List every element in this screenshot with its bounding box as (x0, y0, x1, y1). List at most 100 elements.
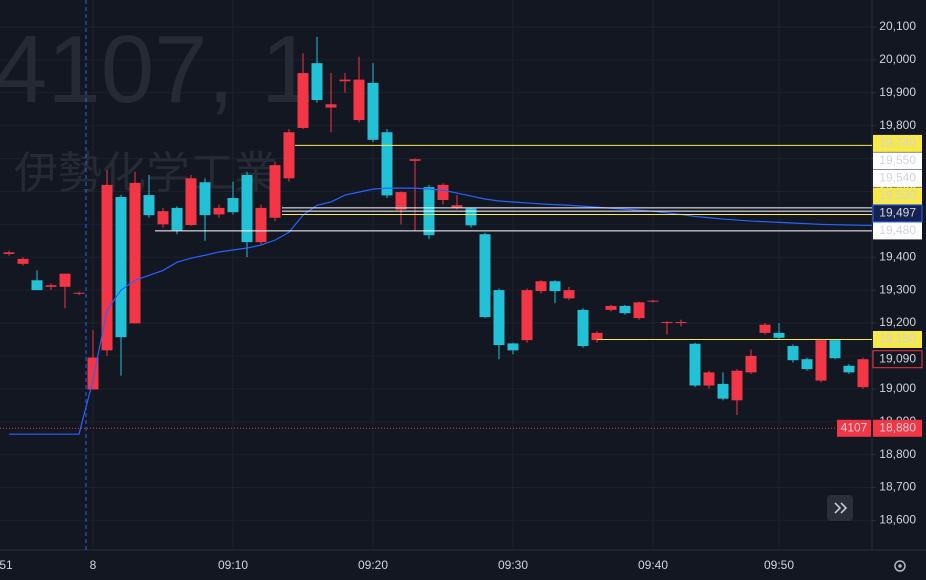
price-label-box (873, 134, 922, 152)
vwap-line (9, 187, 864, 435)
candle-body (269, 165, 281, 218)
candle-body (507, 343, 519, 351)
candle-body (255, 207, 267, 243)
x-tick-label: 09:40 (638, 558, 668, 572)
candle-body (101, 184, 113, 351)
candle-body (129, 182, 141, 324)
price-label-box (872, 350, 923, 369)
candle-body (227, 198, 239, 213)
price-line-label: 19,740 (879, 136, 916, 150)
candle-body (339, 79, 351, 82)
candle-body (577, 309, 589, 347)
candle-body (213, 207, 225, 215)
y-tick-label: 18,600 (879, 513, 916, 527)
candle-body (787, 346, 799, 361)
x-tick-label: 51 (0, 558, 13, 572)
candle-body (185, 178, 197, 225)
price-label-box (873, 152, 922, 170)
y-tick-label: 19,800 (879, 118, 916, 132)
candle-body (87, 357, 99, 390)
candle-body (633, 302, 645, 319)
candle-body (199, 182, 211, 216)
candle-body (731, 370, 743, 401)
grid (0, 0, 872, 550)
candle-body (815, 340, 827, 381)
alert-label: 18,880 (879, 420, 916, 434)
y-tick-label: 19,300 (879, 282, 916, 296)
candle-body (549, 281, 561, 292)
y-tick-label: 19,200 (879, 315, 916, 329)
settings-button[interactable] (894, 560, 906, 572)
candle-body (535, 281, 547, 292)
candle-body (3, 252, 15, 254)
watermark-symbol: 4107, 1 (0, 16, 314, 123)
x-tick-label: 09:50 (764, 558, 794, 572)
candle-body (759, 324, 771, 333)
vwap-label: 19,497 (879, 206, 916, 220)
x-tick-label: 09:30 (498, 558, 528, 572)
x-tick-label: 09:20 (358, 558, 388, 572)
price-line-label: 19,550 (879, 153, 916, 167)
candle-body (297, 73, 309, 128)
candle-body (675, 322, 687, 324)
price-line-label: 19,530 (879, 188, 916, 202)
candle-body (353, 79, 365, 121)
candle-body (563, 290, 575, 299)
candle-body (241, 175, 253, 243)
candle-body (829, 340, 841, 359)
candle-body (857, 359, 869, 388)
last-price-label: 19,090 (879, 351, 916, 365)
candle-body (17, 258, 29, 264)
candle-body (591, 332, 603, 341)
y-tick-label: 20,100 (879, 19, 916, 33)
candle-body (31, 280, 43, 291)
candle-body (395, 192, 407, 210)
y-tick-label: 20,000 (879, 52, 916, 66)
candle-body (605, 305, 617, 310)
candle-body (521, 290, 533, 341)
price-label-box (872, 204, 923, 223)
price-line-label: 19,480 (879, 223, 916, 237)
candle-body (157, 211, 169, 225)
watermark-name: 伊勢化学工業 (14, 148, 278, 199)
price-label-box (873, 419, 922, 437)
candle-body (311, 63, 323, 100)
candle-body (493, 290, 505, 346)
candle-body (773, 332, 785, 338)
candle-body (437, 184, 449, 200)
price-label-box (873, 330, 922, 348)
candle-body (451, 205, 463, 208)
candle-body (325, 104, 337, 108)
candle-body (367, 82, 379, 140)
price-line-label: 19,540 (879, 171, 916, 185)
candle-body (381, 132, 393, 196)
candle-body (409, 159, 421, 161)
scroll-button[interactable] (827, 495, 853, 521)
candle-body (45, 285, 57, 287)
candle-body (143, 195, 155, 216)
y-tick-label: 18,700 (879, 480, 916, 494)
candle-body (801, 359, 813, 370)
alert-tag-box (837, 419, 871, 437)
candle-body (59, 273, 71, 287)
candle-body (479, 234, 491, 318)
price-label-box (873, 187, 922, 205)
y-tick-label: 19,400 (879, 249, 916, 263)
price-label-box (873, 222, 922, 240)
y-tick-label: 19,900 (879, 85, 916, 99)
price-label-box (873, 169, 922, 187)
price-line-label: 19,150 (879, 332, 916, 346)
candle-body (717, 383, 729, 399)
y-tick-label: 18,800 (879, 447, 916, 461)
candle-body (745, 355, 757, 373)
candle-body (843, 365, 855, 373)
x-tick-label: 8 (90, 558, 97, 572)
candle-body (465, 208, 477, 226)
y-tick-label: 19,000 (879, 381, 916, 395)
candle-body (703, 372, 715, 386)
candle-body (619, 305, 631, 314)
x-tick-label: 09:10 (218, 558, 248, 572)
candle-body (283, 132, 295, 179)
candle-body (115, 197, 127, 338)
